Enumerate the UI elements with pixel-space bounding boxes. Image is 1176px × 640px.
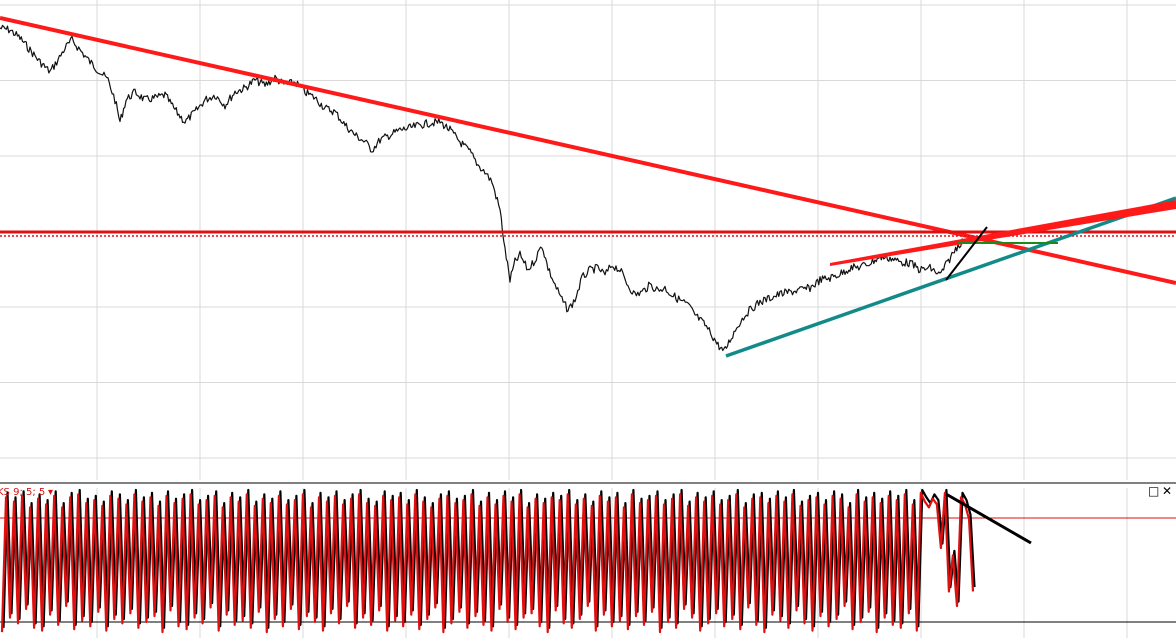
indicator-drawings — [945, 492, 1032, 545]
indicator-main-line — [0, 491, 975, 634]
maximize-pane-button[interactable]: □ — [1148, 484, 1159, 498]
pane-controls: □ ✕ — [1148, 484, 1172, 498]
indicator-levels — [0, 517, 1176, 623]
wedge-trendline[interactable] — [830, 200, 1176, 266]
close-pane-button[interactable]: ✕ — [1162, 484, 1172, 498]
indicator-label[interactable]: KS 9; 5; 5 — [0, 487, 45, 498]
indicator-dropdown-icon[interactable]: ▾ — [48, 487, 53, 498]
rising-trendline[interactable] — [725, 196, 1176, 358]
pencil-segment[interactable] — [945, 226, 988, 281]
price-grid — [0, 0, 1176, 480]
price-line — [0, 24, 966, 352]
price-series — [0, 24, 966, 352]
indicator-trendline[interactable] — [945, 492, 1032, 545]
indicator-series — [0, 488, 976, 634]
indicator-signal-line — [2, 488, 976, 629]
price-drawings — [0, 16, 1176, 358]
